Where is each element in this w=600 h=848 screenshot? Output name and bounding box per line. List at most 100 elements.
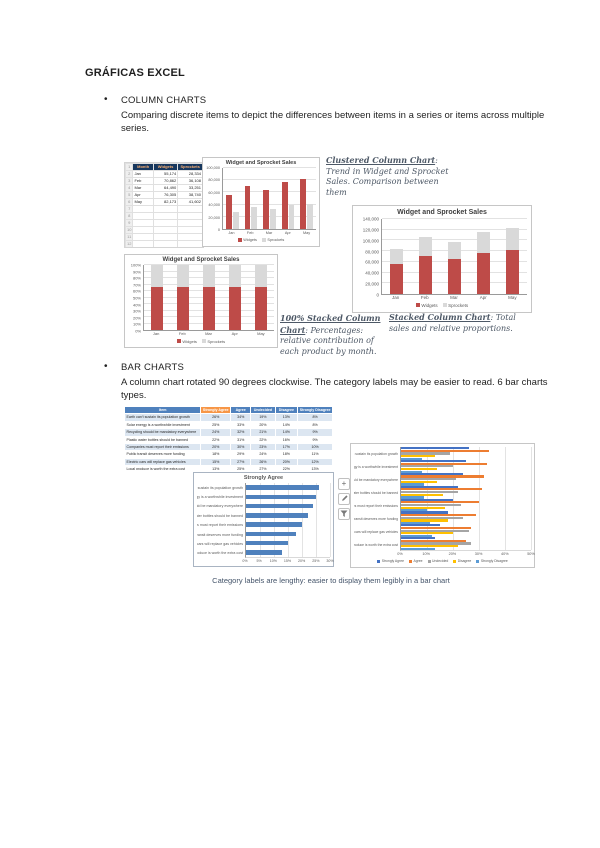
spreadsheet-cell [152, 205, 179, 213]
x-axis-label: Apr [479, 295, 487, 300]
column-header: Item [124, 406, 202, 415]
value-cell: 23% [250, 443, 276, 452]
section-description-bar-charts: A column chart rotated 90 degrees clockw… [121, 377, 548, 401]
value-cell: 17% [274, 443, 299, 452]
bar [251, 206, 258, 229]
legend-entry: Sprockets [442, 302, 469, 308]
bar-segment [255, 286, 267, 330]
bar [401, 475, 485, 478]
legend-label: Sprockets [448, 302, 469, 308]
y-axis: 0 20,000 40,000 60,000 80,000 100,000 [206, 166, 222, 232]
spreadsheet-cell [132, 226, 154, 234]
legend: Widgets Sprockets [357, 301, 527, 309]
bar-segment [255, 265, 267, 287]
bar-segment [229, 286, 241, 330]
chart-filters-button [338, 508, 350, 520]
spreadsheet-cell: May [132, 198, 154, 206]
legend-swatch [201, 339, 206, 343]
x-axis-label: Feb [246, 231, 254, 235]
column-header: Widgets [152, 163, 179, 171]
bar-stack [177, 265, 189, 330]
bar [246, 531, 297, 537]
category-label: Electric cars will replace gas vehicles [354, 529, 398, 534]
bar-segment [151, 287, 163, 330]
bar-segment [505, 227, 520, 250]
spreadsheet-cell [152, 212, 179, 220]
y-axis-label: 40,000 [365, 270, 379, 276]
bar [246, 522, 302, 527]
legend-label: Agree [413, 559, 423, 563]
figure-caption: Category labels are lengthy: easier to d… [212, 576, 450, 585]
bar-segment [476, 232, 491, 254]
value-cell: 13% [297, 465, 333, 470]
category-group [170, 265, 196, 330]
bar [401, 493, 443, 496]
value-cell: 8% [297, 413, 333, 422]
category-axis: Earth can't sustain its population growt… [354, 447, 400, 557]
value-cell: 14% [274, 428, 299, 437]
row-number: 4 [125, 184, 134, 192]
section-heading-column-charts: COLUMN CHARTS [121, 95, 207, 106]
chart-title: Widget and Sprocket Sales [162, 257, 240, 263]
item-cell: Recycling should be mandatory everywhere [124, 428, 202, 437]
annotation-text: : Percentages: relative contribution of … [280, 325, 377, 356]
value-cell: 26% [250, 457, 276, 467]
item-cell: Local produce is worth the extra cost [124, 465, 202, 470]
category-group [401, 447, 531, 460]
value-cell: 21% [250, 428, 276, 437]
legend-swatch [476, 559, 480, 563]
category-label: Plastic water bottles should be banned [354, 490, 398, 495]
bar-segment [203, 287, 215, 330]
bar [401, 498, 453, 501]
column-header: Disagree [274, 406, 299, 415]
column-header: Strongly Disagree [297, 406, 333, 415]
plot-area [381, 218, 527, 295]
annotation-lead: Stacked Column Chart [389, 312, 491, 322]
category-group [246, 529, 330, 538]
value-cell: 13% [274, 413, 299, 422]
bar [401, 516, 464, 519]
category-axis: Earth can't sustain its population growt… [197, 483, 245, 564]
value-cell: 25% [230, 465, 252, 470]
spreadsheet-cell [177, 226, 203, 234]
bar-stack [418, 219, 433, 294]
legend-swatch [176, 339, 181, 343]
bar [401, 457, 422, 460]
bar [401, 522, 430, 525]
value-cell: 20% [274, 457, 299, 467]
y-axis-label: 90% [132, 269, 141, 275]
spreadsheet-cell: Feb [132, 177, 154, 185]
bar [401, 511, 448, 514]
x-axis-label: Mar [265, 231, 273, 235]
category-label: Electric cars will replace gas vehicles [197, 541, 243, 546]
spreadsheet-cell: Apr [132, 191, 154, 199]
plot-area [143, 264, 274, 331]
row-number: 9 [125, 219, 134, 227]
gridline [274, 483, 275, 557]
bar [263, 189, 269, 229]
spreadsheet-cell: 55,174 [152, 170, 179, 178]
category-group [246, 492, 330, 501]
legend-entry: Agree [408, 559, 423, 563]
spreadsheet-cell [132, 219, 154, 227]
item-cell: Public transit deserves more funding [124, 450, 202, 459]
value-cell: 19% [250, 413, 276, 422]
chart-styles-button [338, 493, 350, 505]
spreadsheet-cell [132, 212, 154, 220]
category-group [382, 219, 411, 294]
column-header: Sprockets [177, 163, 203, 171]
legend-entry: Widgets [237, 238, 257, 242]
spreadsheet-cell: 76,305 [152, 191, 179, 199]
bar-segment [229, 265, 241, 287]
table-row: Local produce is worth the extra cost 13%… [124, 465, 333, 470]
bar [401, 472, 464, 475]
row-number: 7 [125, 205, 134, 213]
annotation-clustered-column-chart: Clustered Column Chart: Trend in Widget … [326, 155, 454, 198]
bar [401, 462, 487, 465]
table-row: Public transit deserves more funding 18% 2… [124, 450, 333, 459]
bar [401, 526, 472, 530]
category-group [498, 219, 527, 294]
value-cell: 14% [274, 420, 299, 430]
legend-label: Disagree [457, 559, 472, 563]
category-group [246, 483, 330, 492]
